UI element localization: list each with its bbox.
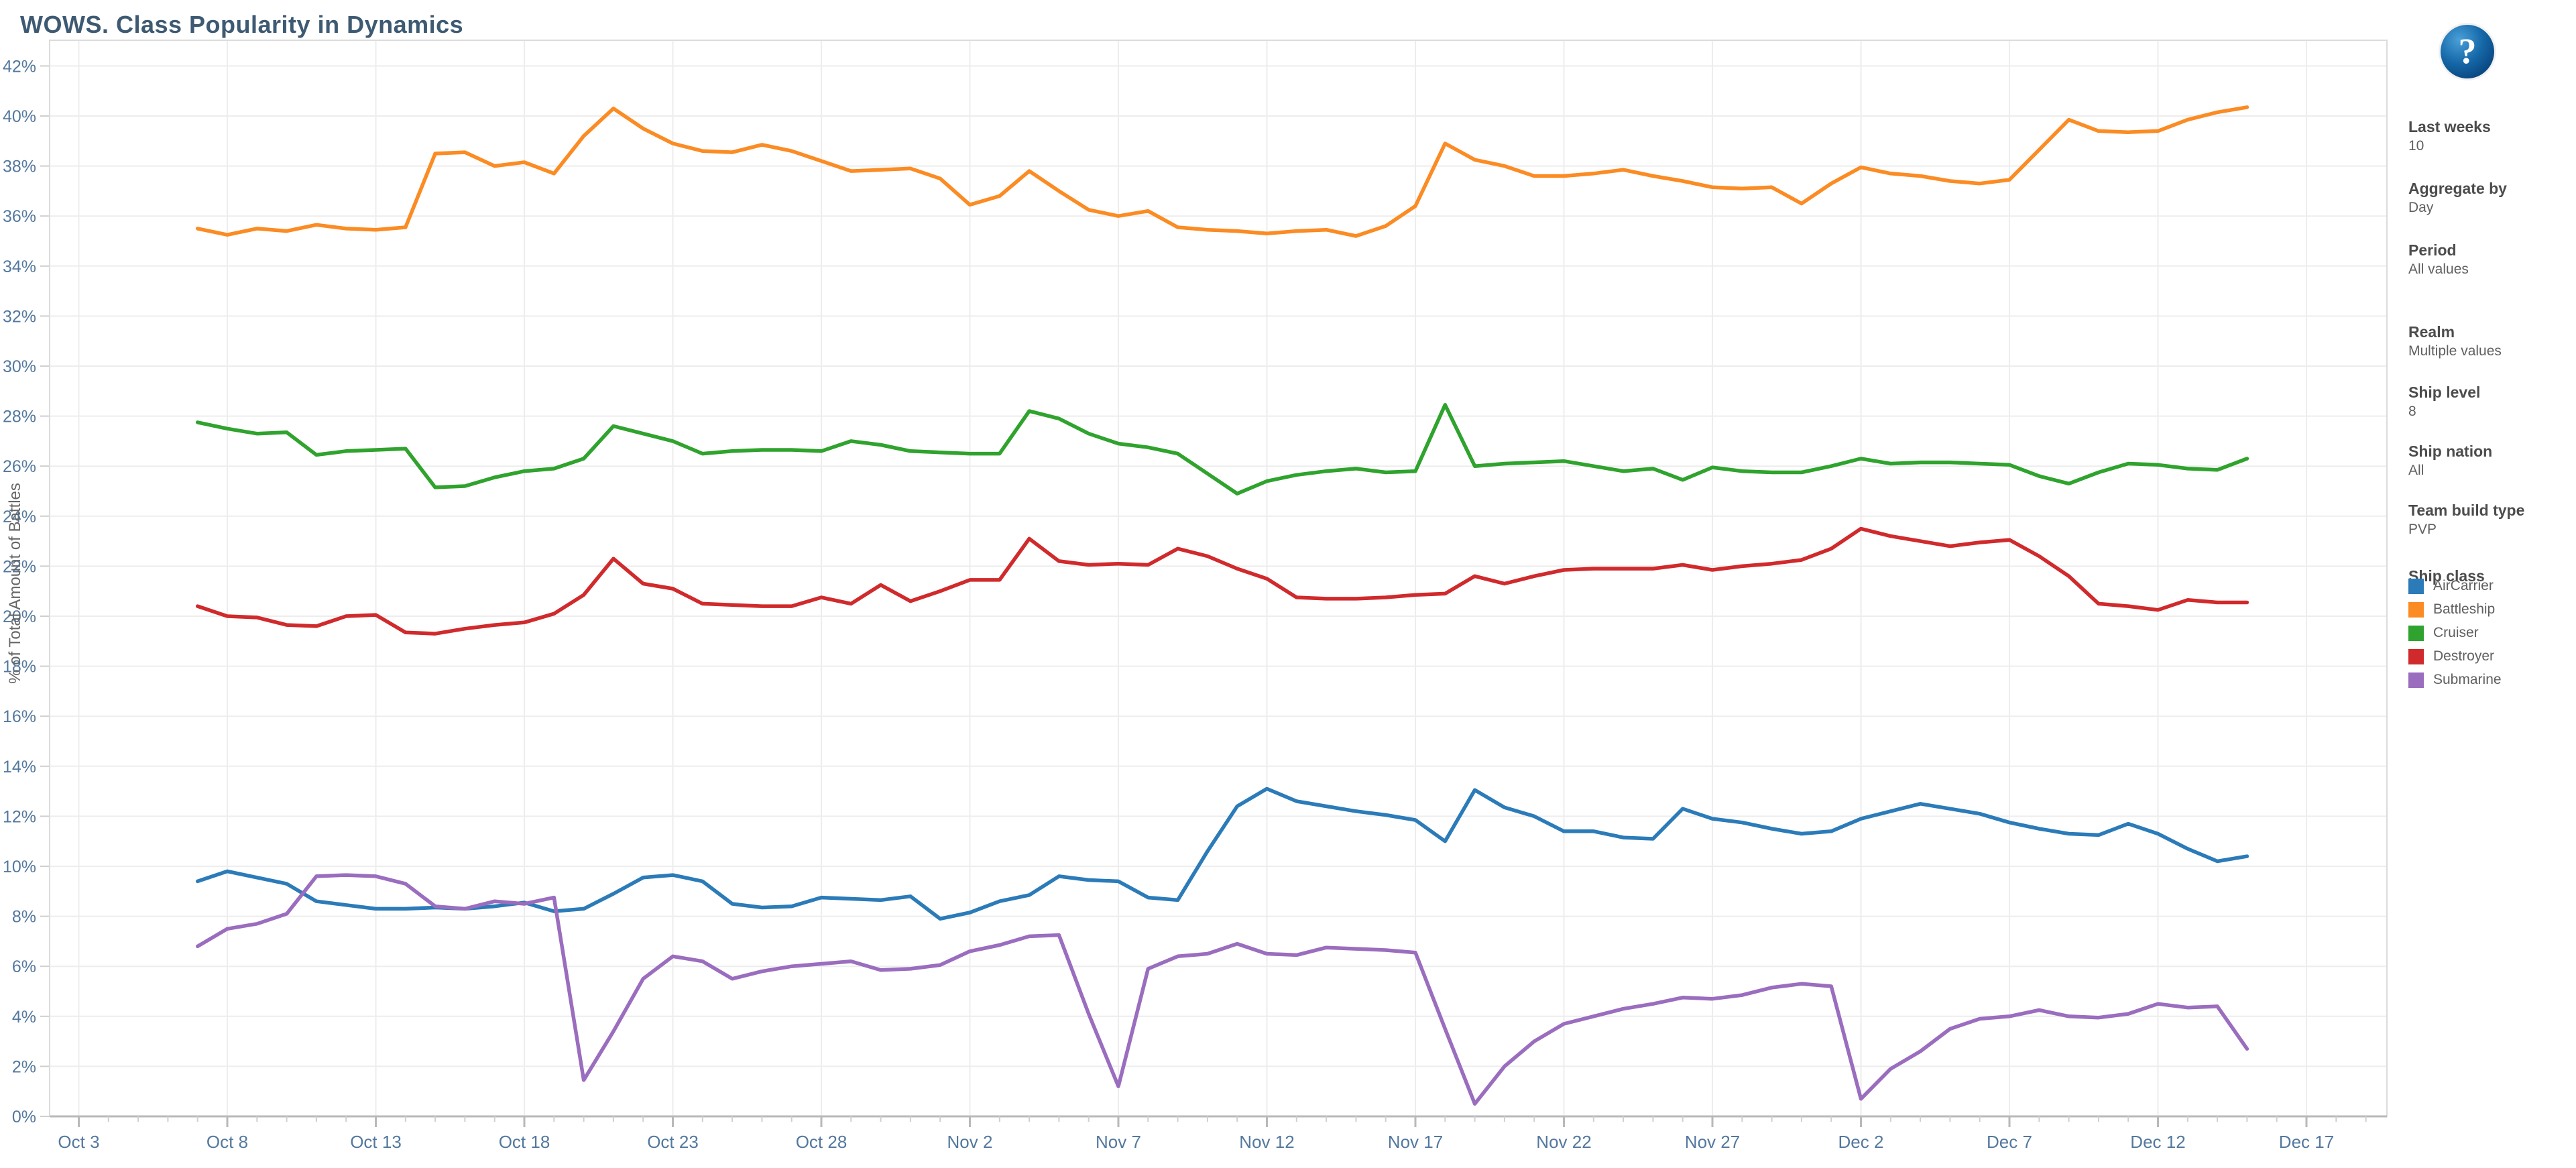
y-axis-label: 40% <box>3 107 36 126</box>
legend-swatch <box>2408 648 2424 664</box>
filter-label: Ship nation <box>2408 443 2493 460</box>
legend-swatch <box>2408 601 2424 618</box>
filter-value: 8 <box>2408 404 2416 419</box>
help-icon[interactable]: ? <box>2441 25 2494 78</box>
legend-swatch <box>2408 672 2424 688</box>
x-axis-label: Nov 2 <box>947 1132 993 1152</box>
y-axis-label: 10% <box>3 858 36 876</box>
y-axis-label: 34% <box>3 257 36 276</box>
series-line-destroyer[interactable] <box>195 526 2249 636</box>
x-axis-label: Nov 7 <box>1096 1132 1141 1152</box>
legend-swatch <box>2408 625 2424 641</box>
x-axis-label: Oct 18 <box>499 1132 550 1152</box>
filter-team-build-type: Team build type PVP <box>2408 502 2569 538</box>
filter-period: Period All values <box>2408 241 2569 278</box>
x-axis-label: Dec 7 <box>1987 1132 2032 1152</box>
y-axis-label: 2% <box>12 1057 36 1076</box>
series-line-cruiser[interactable] <box>195 403 2249 495</box>
filter-ship-level: Ship level 8 <box>2408 384 2569 420</box>
x-axis-label: Dec 17 <box>2279 1132 2334 1152</box>
y-axis-label: 4% <box>12 1008 36 1027</box>
legend-item-submarine[interactable]: Submarine <box>2408 672 2569 688</box>
y-axis-label: 42% <box>3 57 36 76</box>
y-axis-label: 24% <box>3 508 36 526</box>
filter-label: Aggregate by <box>2408 180 2507 197</box>
y-axis-label: 28% <box>3 408 36 426</box>
y-axis-label: 38% <box>3 158 36 176</box>
filter-value: Day <box>2408 200 2434 215</box>
y-axis-label: 6% <box>12 957 36 976</box>
filter-value: All values <box>2408 261 2469 277</box>
y-axis-label: 22% <box>3 557 36 576</box>
legend-label: AirCarrier <box>2433 578 2494 593</box>
legend-swatch <box>2408 578 2424 594</box>
legend-item-cruiser[interactable]: Cruiser <box>2408 625 2569 641</box>
y-axis-label: 20% <box>3 607 36 626</box>
x-axis-label: Oct 23 <box>647 1132 699 1152</box>
x-axis-label: Nov 12 <box>1239 1132 1294 1152</box>
x-axis-label: Nov 27 <box>1685 1132 1740 1152</box>
legend-label: Battleship <box>2433 601 2496 617</box>
legend-label: Cruiser <box>2433 625 2479 640</box>
legend-label: Destroyer <box>2433 648 2495 664</box>
filter-ship-nation: Ship nation All <box>2408 443 2569 479</box>
y-axis-label: 8% <box>12 908 36 927</box>
series-line-aircarrier[interactable] <box>195 786 2249 921</box>
x-axis-label: Oct 28 <box>796 1132 847 1152</box>
filter-label: Team build type <box>2408 502 2525 519</box>
filter-label: Last weeks <box>2408 118 2491 135</box>
y-axis-label: 30% <box>3 357 36 376</box>
x-axis-label: Dec 2 <box>1838 1132 1884 1152</box>
y-axis-label: 12% <box>3 807 36 826</box>
legend-label: Submarine <box>2433 672 2502 687</box>
x-axis-label: Oct 3 <box>58 1132 99 1152</box>
y-axis-label: 32% <box>3 307 36 326</box>
y-axis-label: 36% <box>3 207 36 226</box>
ship-class-legend: AirCarrier Battleship Cruiser Destroyer Subm… <box>2408 578 2569 688</box>
y-axis-title: % of Total Amount of Battles <box>6 483 24 684</box>
y-axis-label: 16% <box>3 707 36 726</box>
series-line-battleship[interactable] <box>195 105 2249 238</box>
legend-item-destroyer[interactable]: Destroyer <box>2408 648 2569 664</box>
filter-value: PVP <box>2408 522 2437 537</box>
y-axis-label: 14% <box>3 758 36 776</box>
legend-item-battleship[interactable]: Battleship <box>2408 601 2569 618</box>
question-mark-glyph: ? <box>2458 31 2477 71</box>
filter-label: Realm <box>2408 323 2455 341</box>
filter-panel: Last weeks 10 Aggregate by Day Period Al… <box>2406 0 2573 1168</box>
y-axis-label: 0% <box>12 1108 36 1126</box>
x-axis-label: Oct 8 <box>207 1132 248 1152</box>
x-axis-label: Nov 17 <box>1388 1132 1443 1152</box>
filter-value: All <box>2408 463 2424 478</box>
filter-realm: Realm Multiple values <box>2408 323 2569 360</box>
filter-label: Ship level <box>2408 384 2481 401</box>
filter-aggregate-by: Aggregate by Day <box>2408 180 2569 217</box>
series-line-submarine[interactable] <box>195 873 2249 1106</box>
y-axis-label: 26% <box>3 457 36 476</box>
filter-value: Multiple values <box>2408 343 2502 359</box>
x-axis-label: Dec 12 <box>2130 1132 2185 1152</box>
page-title: WOWS. Class Popularity in Dynamics <box>20 11 464 38</box>
filter-label: Period <box>2408 241 2457 259</box>
x-axis-label: Oct 13 <box>350 1132 402 1152</box>
plot-frame <box>49 40 2388 1117</box>
filter-value: 10 <box>2408 138 2424 154</box>
filter-last-weeks: Last weeks 10 <box>2408 118 2569 155</box>
legend-item-aircarrier[interactable]: AirCarrier <box>2408 578 2569 594</box>
x-axis-label: Nov 22 <box>1536 1132 1591 1152</box>
y-axis-label: 18% <box>3 658 36 677</box>
